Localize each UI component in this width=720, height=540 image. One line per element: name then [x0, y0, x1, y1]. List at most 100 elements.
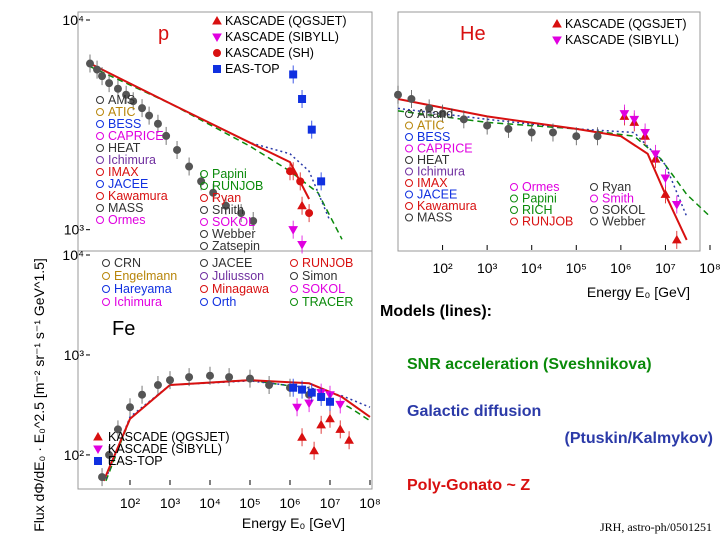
legend-label: KASCADE (SH): [225, 46, 314, 60]
legend-marker: [200, 259, 208, 267]
legend-label: Engelmann: [114, 269, 177, 283]
legend-label: Papini: [212, 167, 247, 181]
legend-label: BESS: [108, 117, 141, 131]
data-point: [122, 90, 131, 99]
data-point: [145, 111, 154, 120]
data-point: [297, 200, 307, 210]
legend-marker: [102, 285, 110, 293]
legend-label: Zatsepin: [212, 239, 260, 253]
data-point: [113, 84, 122, 93]
x-tick-label: 10³: [477, 260, 498, 276]
legend-marker: [200, 170, 208, 178]
legend-marker: [96, 180, 104, 188]
data-point: [483, 121, 492, 130]
data-point: [292, 403, 302, 413]
data-point: [298, 385, 307, 394]
data-point: [98, 72, 107, 81]
data-point: [93, 65, 102, 74]
x-tick-label: 10²: [432, 260, 453, 276]
legend-marker: [510, 194, 518, 203]
legend-marker: [405, 110, 413, 118]
legend-marker: [102, 298, 110, 306]
legend-marker: [96, 108, 104, 116]
data-point: [288, 226, 299, 235]
legend-label: Ormes: [108, 213, 146, 227]
legend-label: MASS: [108, 201, 143, 215]
legend-label: BESS: [417, 130, 450, 144]
legend-marker: [93, 431, 103, 441]
legend-label: JACEE: [417, 188, 457, 202]
data-point: [394, 90, 402, 99]
data-point: [173, 145, 182, 154]
data-point: [225, 373, 234, 382]
data-point: [671, 234, 682, 244]
model-line-snr: [105, 379, 371, 482]
x-tick-label: 10⁴: [199, 495, 221, 511]
legend-label: Smith: [212, 203, 244, 217]
legend-label: SOKOL: [602, 203, 645, 217]
legend-label: Papini: [522, 192, 557, 206]
data-point: [459, 115, 468, 124]
data-point: [166, 376, 174, 385]
galactic-model-label-2: (Ptuskin/Kalmykov): [565, 430, 713, 447]
legend-marker: [212, 33, 222, 43]
legend-marker: [96, 168, 104, 176]
legend-marker: [405, 202, 413, 210]
legend-label: KASCADE (SIBYLL): [225, 30, 339, 44]
legend-marker: [405, 190, 413, 199]
data-point: [221, 201, 230, 210]
legend-marker: [290, 298, 298, 306]
data-point: [298, 94, 307, 103]
data-point: [126, 403, 134, 412]
legend-label: IMAX: [108, 165, 139, 179]
data-point: [237, 209, 246, 218]
fe-panel-frame: [77, 250, 373, 490]
p-chart: p 10³ 10⁴ KASCADE (QGSJET) KASCADE (SIBYLL) K…: [62, 12, 347, 254]
legend-marker: [94, 457, 102, 465]
y-tick-label: 10⁴: [62, 12, 84, 28]
legend-label: CAPRICE: [108, 129, 164, 143]
x-tick-label: 10⁵: [566, 260, 587, 276]
data-point: [407, 94, 416, 103]
data-point: [527, 128, 536, 137]
legend-marker: [590, 206, 598, 214]
legend-marker: [200, 272, 208, 280]
legend-label: RUNJOB: [302, 256, 353, 270]
polygonato-model-label: Poly-Gonato ~ Z: [407, 477, 530, 494]
y-axis-label: Flux dΦ/dE₀ · E₀^2.5 [m⁻² sr⁻¹ s⁻¹ GeV^1…: [31, 258, 47, 532]
legend-label: Webber: [212, 227, 256, 241]
fe-chart: Fe 10² 10³ 10⁴ 10² 10³ 10⁴ 10⁵ 10⁶ 10⁷ 10⁸ CRNEngel…: [62, 247, 380, 511]
data-point: [305, 209, 314, 218]
data-point: [297, 432, 307, 441]
legend-label: Ichimura: [114, 295, 162, 309]
legend-marker: [96, 216, 104, 224]
legend-marker: [290, 285, 298, 293]
data-point: [650, 150, 661, 159]
legend-marker: [590, 194, 598, 203]
legend-marker: [96, 204, 104, 212]
x-tick-label: 10⁴: [521, 260, 543, 276]
legend-label: Orth: [212, 295, 236, 309]
legend-marker: [200, 218, 208, 226]
data-point: [86, 59, 94, 68]
legend-label: Ryan: [602, 180, 631, 194]
data-point: [296, 177, 305, 186]
x-tick-label: 10⁶: [610, 260, 631, 276]
data-point: [286, 167, 294, 176]
panel-title: p: [158, 23, 169, 45]
legend-label: Kawamura: [108, 189, 168, 203]
data-point: [185, 373, 194, 382]
data-point: [572, 132, 581, 141]
legend-label: Ryan: [212, 191, 241, 205]
legend-label: Ichimura: [108, 153, 156, 167]
legend-label: TRACER: [302, 295, 353, 309]
data-point: [304, 399, 314, 409]
data-point: [325, 413, 335, 423]
legend-label: CRN: [114, 256, 141, 270]
fe-x-axis-label: Energy E₀ [GeV]: [242, 515, 345, 531]
model-line-galactic: [105, 380, 371, 479]
x-tick-label: 10⁶: [279, 495, 300, 511]
data-point: [98, 473, 107, 482]
y-tick-label: 10²: [64, 447, 85, 463]
legend-marker: [200, 206, 208, 214]
